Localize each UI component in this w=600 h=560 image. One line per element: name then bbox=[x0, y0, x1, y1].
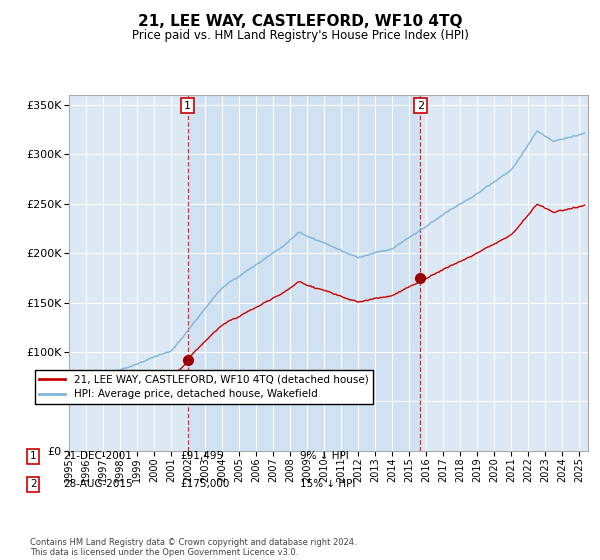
Text: 1: 1 bbox=[30, 451, 37, 461]
Text: 21, LEE WAY, CASTLEFORD, WF10 4TQ: 21, LEE WAY, CASTLEFORD, WF10 4TQ bbox=[138, 14, 462, 29]
Text: Contains HM Land Registry data © Crown copyright and database right 2024.
This d: Contains HM Land Registry data © Crown c… bbox=[30, 538, 356, 557]
Text: 1: 1 bbox=[184, 101, 191, 110]
Text: £175,000: £175,000 bbox=[180, 479, 229, 489]
Legend: 21, LEE WAY, CASTLEFORD, WF10 4TQ (detached house), HPI: Average price, detached: 21, LEE WAY, CASTLEFORD, WF10 4TQ (detac… bbox=[35, 370, 373, 404]
Text: 9% ↓ HPI: 9% ↓ HPI bbox=[300, 451, 349, 461]
Text: Price paid vs. HM Land Registry's House Price Index (HPI): Price paid vs. HM Land Registry's House … bbox=[131, 29, 469, 42]
Text: 15% ↓ HPI: 15% ↓ HPI bbox=[300, 479, 355, 489]
Text: 21-DEC-2001: 21-DEC-2001 bbox=[63, 451, 132, 461]
Text: £91,495: £91,495 bbox=[180, 451, 223, 461]
Text: 2: 2 bbox=[30, 479, 37, 489]
Bar bbox=[188, 95, 421, 451]
Text: 28-AUG-2015: 28-AUG-2015 bbox=[63, 479, 133, 489]
Text: 2: 2 bbox=[417, 101, 424, 110]
